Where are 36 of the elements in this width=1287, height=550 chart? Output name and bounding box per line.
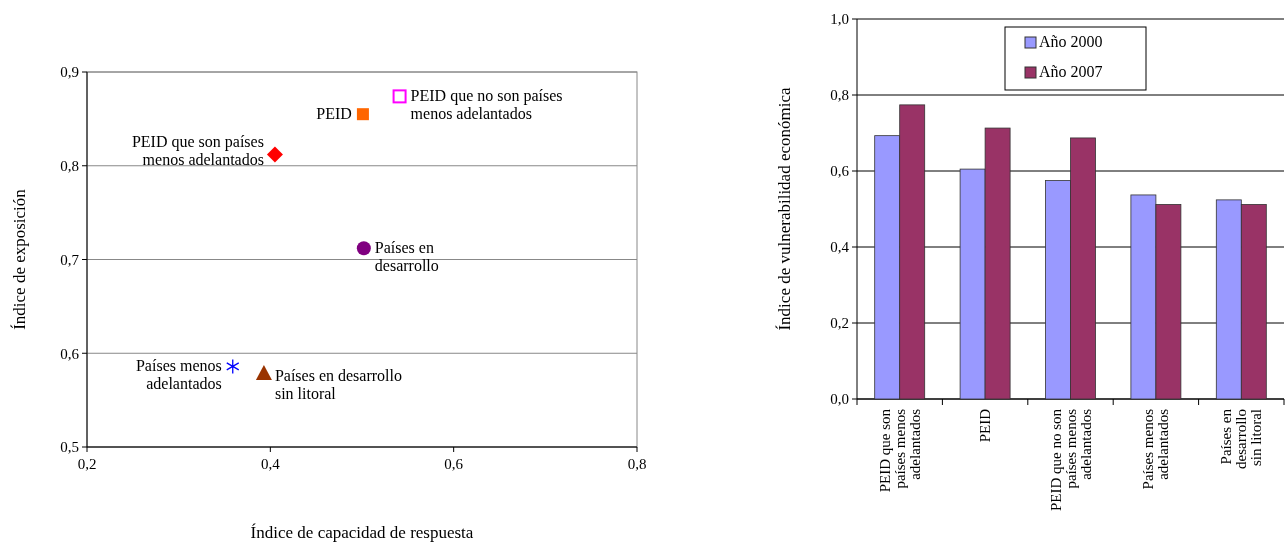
point: [356, 108, 369, 121]
y-tick-label: 0,8: [830, 87, 849, 104]
series-label: Países menos adelantados: [135, 357, 222, 393]
point: [356, 241, 371, 256]
y-tick-label: 0,4: [830, 239, 850, 256]
x-tick-label: 0,8: [627, 456, 647, 472]
x-tick-label: PEID: [977, 408, 994, 443]
x-tick-label: 0,2: [77, 456, 97, 472]
legend-label: Año 2007: [1039, 63, 1103, 80]
point: [255, 364, 272, 380]
y-axis-title: Índice de vulnerabilidad económica: [775, 87, 794, 331]
y-tick-label: 0,0: [830, 391, 849, 408]
x-tick-label: 0,6: [444, 456, 464, 472]
series-label: Países en desarrollo sin litoral: [274, 366, 402, 402]
y-tick-label: 0,6: [830, 163, 850, 180]
point: [392, 89, 407, 104]
series-label: PEID que son países menos adelantados: [131, 132, 264, 168]
x-axis-title: Índice de capacidad de respuesta: [250, 523, 474, 542]
x-tick-label: PEID que no son países menos adelantados: [1047, 408, 1094, 512]
point: [266, 146, 283, 163]
point: [226, 358, 240, 375]
y-tick-label: 1,0: [830, 11, 849, 28]
y-tick-label: 0,6: [60, 345, 80, 362]
x-tick-label: Países en desarrollo sin litoral: [1218, 408, 1265, 469]
legend-label: Año 2000: [1039, 33, 1103, 50]
y-tick-label: 0,2: [830, 315, 849, 332]
y-tick-label: 0,9: [60, 64, 79, 81]
series-label: PEID: [316, 105, 352, 123]
x-tick-label: PEID que son países menos adelantados: [876, 408, 923, 493]
y-tick-label: 0,7: [60, 251, 80, 268]
x-tick-label: 0,4: [260, 456, 281, 472]
y-tick-label: 0,5: [60, 439, 79, 456]
y-axis-title: Índice de exposición: [10, 188, 29, 330]
series-label: Países en desarrollo: [374, 239, 439, 275]
y-tick-label: 0,8: [60, 158, 79, 174]
series-label: PEID que no son países menos adelantados: [410, 87, 563, 123]
